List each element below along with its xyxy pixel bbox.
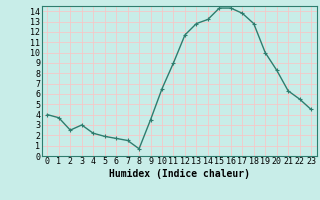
X-axis label: Humidex (Indice chaleur): Humidex (Indice chaleur) (109, 169, 250, 179)
